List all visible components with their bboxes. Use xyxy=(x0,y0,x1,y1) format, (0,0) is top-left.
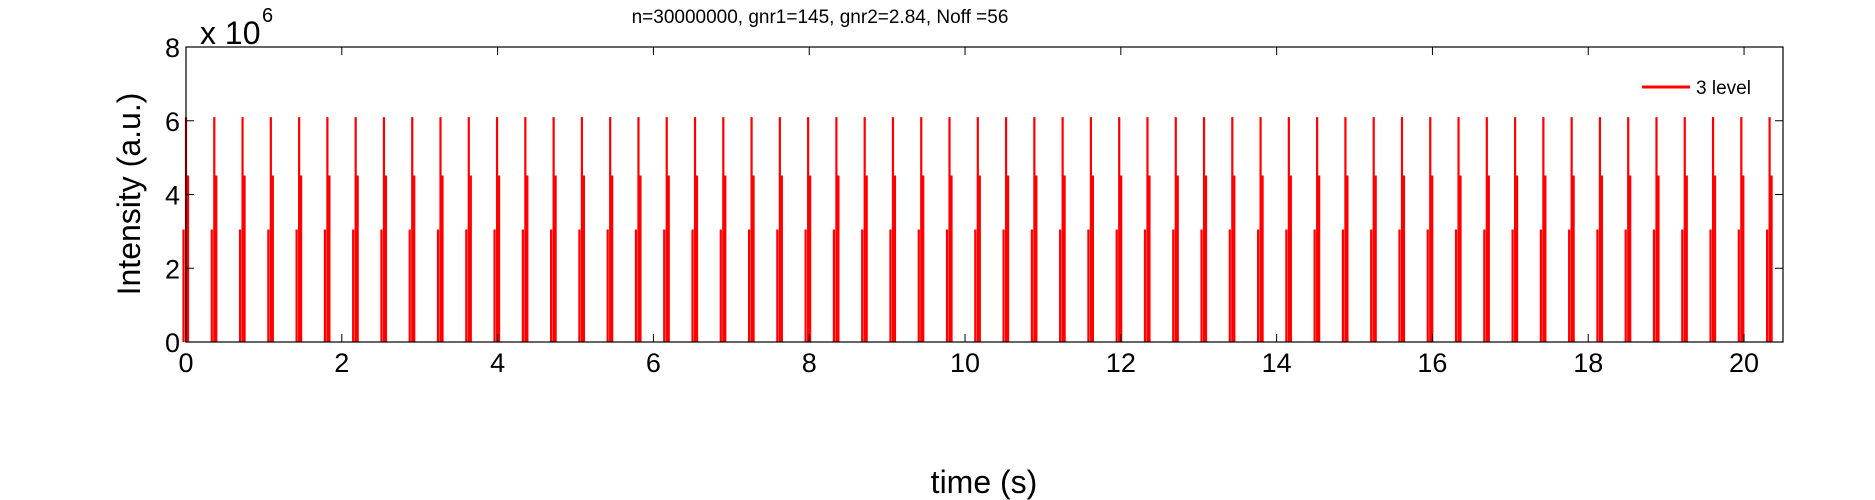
y-tick-label: 6 xyxy=(165,107,180,137)
pulse-spike xyxy=(1398,117,1406,342)
pulse-spike xyxy=(1313,117,1321,342)
pulse-spike xyxy=(719,117,727,342)
pulse-spike xyxy=(210,117,218,342)
pulse-spike xyxy=(1624,117,1632,342)
pulse-spike xyxy=(1737,117,1745,342)
pulse-spike xyxy=(1596,117,1604,342)
pulse-spike xyxy=(1341,117,1349,342)
pulse-spike xyxy=(323,117,331,342)
y-tick-label: 4 xyxy=(165,181,180,211)
legend-entry-3-level: 3 level xyxy=(1696,78,1751,99)
pulse-spike xyxy=(945,117,953,342)
pulse-spike xyxy=(1539,117,1547,342)
pulse-spike xyxy=(747,117,755,342)
pulse-spike xyxy=(1709,117,1717,342)
pulse-spike xyxy=(465,117,472,342)
pulse-spike xyxy=(295,117,303,342)
pulse-spike xyxy=(691,117,699,342)
pulse-spike xyxy=(408,117,416,342)
pulse-spike xyxy=(238,117,246,342)
pulse-spike xyxy=(1059,117,1066,342)
pulse-spike xyxy=(1511,117,1519,342)
pulse-spike xyxy=(1143,117,1151,342)
x-axis-label: time (s) xyxy=(931,464,1038,500)
legend: 3 level xyxy=(1642,78,1751,99)
pulse-spike xyxy=(1483,117,1490,342)
y-exponent-power: 6 xyxy=(262,5,273,27)
x-tick-label: 6 xyxy=(646,348,661,378)
pulse-spike xyxy=(1002,117,1010,342)
x-tick-label: 16 xyxy=(1417,348,1447,378)
x-tick-label: 8 xyxy=(802,348,817,378)
pulse-spike xyxy=(1426,117,1434,342)
y-axis-ticks: 0 2 4 6 8 xyxy=(165,33,1783,358)
pulse-spike xyxy=(1256,117,1264,342)
series-3-level xyxy=(182,117,1773,342)
pulse-spike xyxy=(1681,117,1688,342)
x-tick-label: 14 xyxy=(1262,348,1292,378)
x-tick-label: 20 xyxy=(1729,348,1759,378)
pulse-spike xyxy=(1172,117,1179,342)
pulse-spike xyxy=(493,117,501,342)
pulse-spike xyxy=(436,117,444,342)
x-tick-label: 2 xyxy=(334,348,349,378)
pulse-spike xyxy=(832,117,840,342)
pulse-spike xyxy=(861,117,868,342)
x-tick-label: 4 xyxy=(490,348,505,378)
pulse-spike xyxy=(889,117,897,342)
pulse-spike xyxy=(578,117,585,342)
pulse-spike xyxy=(1087,117,1095,342)
pulse-spike xyxy=(267,117,274,342)
chart-title: n=30000000, gnr1=145, gnr2=2.84, Noff =5… xyxy=(632,7,1009,28)
pulse-spike xyxy=(352,117,359,342)
pulse-spike xyxy=(634,117,642,342)
pulse-spike xyxy=(1568,117,1575,342)
y-exponent-label: x 10 6 xyxy=(200,5,273,51)
x-tick-label: 18 xyxy=(1573,348,1603,378)
pulse-spike xyxy=(1228,117,1236,342)
y-exponent-base: x 10 xyxy=(200,15,260,51)
pulse-spike xyxy=(606,117,614,342)
pulse-spike xyxy=(1652,117,1660,342)
pulse-spike xyxy=(1030,117,1038,342)
pulse-spike xyxy=(1370,117,1377,342)
y-axis-label: Intensity (a.u.) xyxy=(111,93,147,296)
y-tick-label: 0 xyxy=(165,328,180,358)
x-axis-ticks: 0 2 4 6 8 10 12 14 16 18 20 xyxy=(178,47,1759,378)
pulse-spike xyxy=(776,117,783,342)
pulse-spike xyxy=(974,117,981,342)
pulse-spike xyxy=(1454,117,1462,342)
x-tick-label: 0 xyxy=(178,348,193,378)
pulse-spike xyxy=(521,117,529,342)
pulse-spike xyxy=(804,117,812,342)
pulse-spike xyxy=(1200,117,1208,342)
pulse-spike xyxy=(1115,117,1123,342)
y-tick-label: 8 xyxy=(165,33,180,63)
y-tick-label: 2 xyxy=(165,254,180,284)
pulse-spike xyxy=(550,117,557,342)
pulse-spike xyxy=(663,117,670,342)
pulse-spike xyxy=(1766,117,1773,342)
pulse-spike xyxy=(917,117,925,342)
x-tick-label: 10 xyxy=(950,348,980,378)
x-tick-label: 12 xyxy=(1106,348,1136,378)
pulse-spike xyxy=(380,117,388,342)
pulse-spike xyxy=(1285,117,1292,342)
